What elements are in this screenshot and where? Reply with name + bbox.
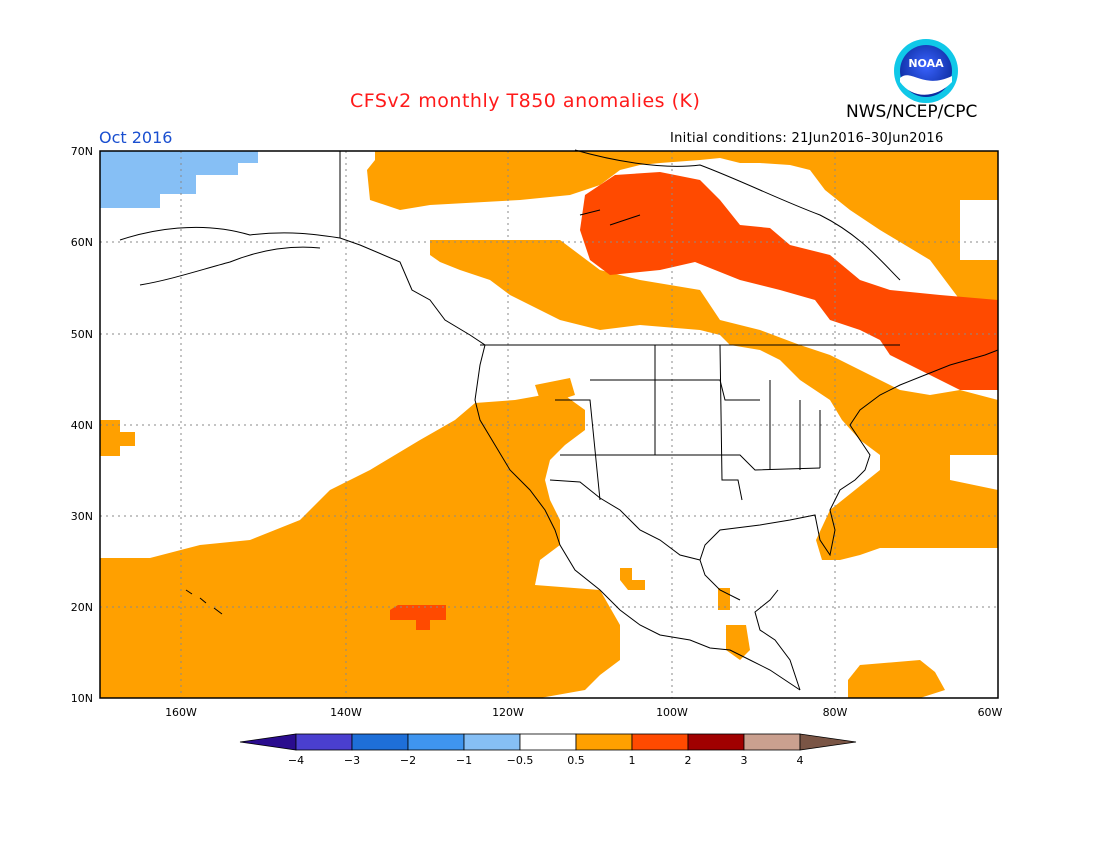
lat-label: 50N [71, 328, 93, 341]
lat-label: 30N [71, 510, 93, 523]
colorbar: −4 −3 −2 −1 −0.5 0.5 1 2 3 4 [239, 733, 857, 767]
noaa-logo: NOAA [894, 39, 958, 103]
colorbar-tick-label: 0.5 [567, 754, 585, 767]
lat-label: 40N [71, 419, 93, 432]
anomaly-shading [100, 151, 998, 698]
colorbar-segment [743, 733, 801, 751]
lon-label: 140W [330, 706, 362, 719]
colorbar-segment [575, 733, 633, 751]
colorbar-tick-label: 4 [797, 754, 804, 767]
colorbar-tick-label: −2 [400, 754, 416, 767]
positive-anomaly-pacific-west [100, 420, 135, 456]
colorbar-tick-label: 1 [629, 754, 636, 767]
colorbar-segment [463, 733, 521, 751]
colorbar-tick-label: −4 [288, 754, 304, 767]
lon-label: 60W [978, 706, 1003, 719]
lon-label: 120W [492, 706, 524, 719]
lon-label: 80W [823, 706, 848, 719]
colorbar-segment [687, 733, 745, 751]
colorbar-segment [407, 733, 465, 751]
colorbar-tick-label: −3 [344, 754, 360, 767]
lat-label: 20N [71, 601, 93, 614]
noaa-logo-text: NOAA [908, 57, 944, 70]
colorbar-segment [799, 733, 857, 751]
colorbar-segment [295, 733, 353, 751]
map-title: CFSv2 monthly T850 anomalies (K) [350, 90, 701, 112]
colorbar-segment [239, 733, 297, 751]
positive-anomaly-guatemala [726, 625, 750, 660]
colorbar-tick-label: −1 [456, 754, 472, 767]
agency-label: NWS/NCEP/CPC [846, 102, 978, 122]
colorbar-tick-label: −0.5 [507, 754, 534, 767]
strong-positive-anomaly-canada [580, 172, 998, 390]
positive-anomaly-caribbean [848, 660, 945, 698]
positive-anomaly-pacific [100, 392, 620, 698]
positive-anomaly-intermountain [535, 378, 575, 400]
colorbar-segment [351, 733, 409, 751]
graticule [100, 151, 998, 698]
lat-label: 10N [71, 692, 93, 705]
lat-label: 60N [71, 236, 93, 249]
valid-month-label: Oct 2016 [99, 128, 173, 147]
positive-anomaly-mexico [620, 568, 645, 590]
latitude-labels: 70N 60N 50N 40N 30N 20N 10N [71, 145, 93, 705]
colorbar-segment [631, 733, 689, 751]
initial-conditions-label: Initial conditions: 21Jun2016–30Jun2016 [670, 131, 944, 146]
coastlines [119, 149, 999, 691]
lat-label: 70N [71, 145, 93, 158]
positive-anomaly-canada [367, 151, 998, 300]
strong-positive-anomaly-pacific [390, 605, 446, 630]
lon-label: 160W [165, 706, 197, 719]
positive-anomaly-canada-south [430, 240, 998, 560]
longitude-labels: 160W 140W 120W 100W 80W 60W [165, 706, 1002, 719]
colorbar-tick-label: 2 [685, 754, 692, 767]
colorbar-tick-label: 3 [741, 754, 748, 767]
negative-anomaly-region [100, 151, 258, 208]
map-frame [99, 150, 999, 699]
lon-label: 100W [656, 706, 688, 719]
colorbar-segment [519, 733, 577, 751]
